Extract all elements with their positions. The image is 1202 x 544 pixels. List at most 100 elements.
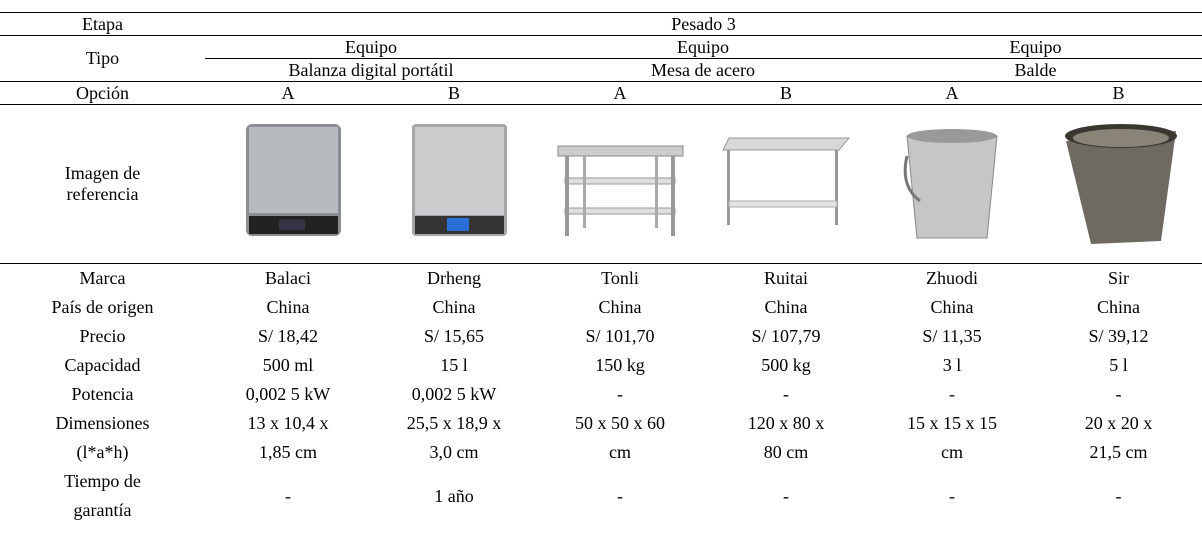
product-image — [411, 123, 507, 236]
text-line: S/ 39,12 — [1088, 326, 1149, 346]
image-cell — [703, 105, 869, 264]
text-line: Zhuodi — [926, 268, 978, 288]
value: 13 x 10,4 x 1,85 cm — [205, 409, 371, 467]
page: Etapa Pesado 3 Tipo Equipo Equipo Equipo Balan… — [0, 12, 1202, 544]
text-line: 15 l — [440, 355, 468, 375]
text-line: Ruitai — [764, 268, 808, 288]
text-line: Dimensiones — [55, 413, 150, 433]
text-line: China — [930, 297, 974, 317]
value: S/ 18,42 — [205, 322, 371, 351]
group-type: Equipo — [537, 35, 869, 59]
text-line: China — [764, 297, 808, 317]
text-line: 13 x 10,4 x — [247, 413, 329, 433]
text-line: 50 x 50 x 60 — [575, 413, 665, 433]
group-type: Equipo — [205, 35, 537, 59]
value: China — [537, 293, 703, 322]
image-cell — [205, 105, 371, 264]
text-line: Marca — [79, 268, 126, 288]
text-line: China — [1097, 297, 1140, 317]
table-row: Etapa Pesado 3 — [0, 12, 1202, 36]
value: 500 ml — [205, 351, 371, 380]
value: - — [537, 380, 703, 409]
text-line: China — [432, 297, 476, 317]
text-line: Imagen de — [64, 163, 141, 183]
text-line: Capacidad — [64, 355, 141, 375]
group-name: Balde — [1014, 59, 1057, 80]
text-line: 5 l — [1109, 355, 1128, 375]
label: Tipo — [85, 48, 120, 68]
value: 3 l — [869, 351, 1035, 380]
value: 1 año — [371, 467, 537, 525]
value: 25,5 x 18,9 x 3,0 cm — [371, 409, 537, 467]
value: Ruitai — [703, 264, 869, 294]
label: Etapa — [82, 13, 123, 34]
text-line: garantía — [73, 500, 132, 520]
value: 500 kg — [703, 351, 869, 380]
value: 0,002 5 kW — [205, 380, 371, 409]
value: - — [537, 467, 703, 525]
table-row: Opción A B A B A B — [0, 81, 1202, 105]
text-line: 500 kg — [761, 355, 811, 375]
text-line: Balaci — [265, 268, 311, 288]
text-line: - — [949, 384, 955, 404]
text-line: 3,0 cm — [429, 442, 479, 462]
text-line: referencia — [66, 184, 139, 204]
text-line: 3 l — [942, 355, 962, 375]
text-line: - — [285, 485, 291, 506]
text-line: 0,002 5 kW — [411, 384, 497, 404]
image-cell — [371, 105, 537, 264]
value: - — [703, 467, 869, 525]
product-image — [903, 128, 998, 238]
text-line: País de origen — [51, 297, 154, 317]
text-line: - — [617, 384, 623, 404]
table-row: País de origen China China China China China C… — [0, 293, 1202, 322]
value: Drheng — [371, 264, 537, 294]
value: 0,002 5 kW — [371, 380, 537, 409]
text-line: cm — [941, 442, 963, 462]
value: China — [703, 293, 869, 322]
image-cell — [537, 105, 703, 264]
table-row: Dimensiones (l*a*h) 13 x 10,4 x 1,85 cm 25,5… — [0, 409, 1202, 467]
group-type: Equipo — [869, 35, 1202, 59]
value: 15 l — [371, 351, 537, 380]
value: S/ 11,35 — [869, 322, 1035, 351]
value: China — [205, 293, 371, 322]
text-line: 150 kg — [595, 355, 645, 375]
value: S/ 101,70 — [537, 322, 703, 351]
product-image — [557, 145, 683, 236]
value: 150 kg — [537, 351, 703, 380]
label: Tiempo de garantía — [0, 467, 205, 525]
text-line: - — [1115, 384, 1122, 404]
stage: Pesado 3 — [671, 13, 736, 34]
text-line: - — [783, 384, 789, 404]
text-line: S/ 18,42 — [257, 326, 318, 346]
text-line: Drheng — [427, 268, 481, 288]
text-line: Precio — [79, 326, 126, 346]
text-line: China — [598, 297, 642, 317]
group-name: Balanza digital portátil — [288, 59, 454, 80]
text-line: - — [949, 485, 955, 506]
text-line: 25,5 x 18,9 x — [406, 413, 502, 433]
label: Potencia — [0, 380, 205, 409]
text-line: Tiempo de — [64, 471, 141, 491]
text-line: - — [1115, 485, 1122, 506]
table-row: Precio S/ 18,42 S/ 15,65 S/ 101,70 S/ 107,79… — [0, 322, 1202, 351]
text-line: Potencia — [71, 384, 134, 404]
table-row: Tiempo de garantía - 1 año - - - - — [0, 467, 1202, 525]
label: Marca — [0, 264, 205, 294]
option: B — [447, 82, 460, 103]
text-line: 120 x 80 x — [747, 413, 825, 433]
product-image — [1065, 123, 1177, 244]
label: Dimensiones (l*a*h) — [0, 409, 205, 467]
option: B — [1112, 82, 1125, 103]
label: Precio — [0, 322, 205, 351]
table-row: Imagen de referencia — [0, 105, 1202, 264]
value: 50 x 50 x 60 cm — [537, 409, 703, 467]
value: - — [1035, 380, 1202, 409]
spec-table: Etapa Pesado 3 Tipo Equipo Equipo Equipo Balan… — [0, 12, 1202, 525]
value: 20 x 20 x 21,5 cm — [1035, 409, 1202, 467]
text-line: 1,85 cm — [259, 442, 317, 462]
table-row: Potencia 0,002 5 kW 0,002 5 kW - - - - — [0, 380, 1202, 409]
text-line: 1 año — [434, 485, 474, 506]
label: Capacidad — [0, 351, 205, 380]
